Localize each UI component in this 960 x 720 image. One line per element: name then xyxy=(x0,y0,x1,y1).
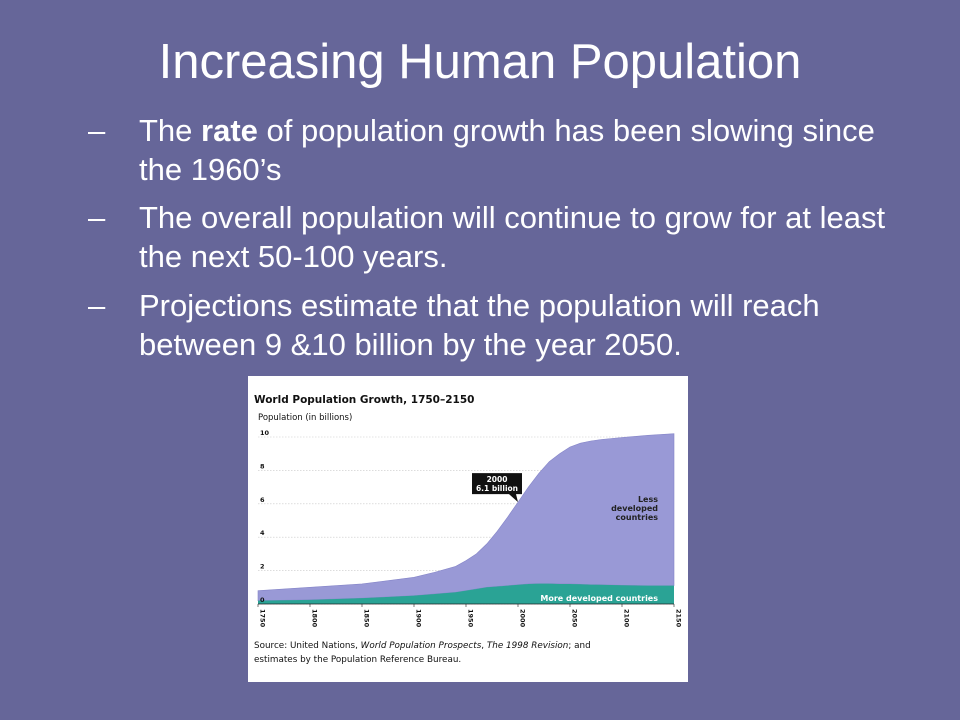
x-tick-2050: 2050 xyxy=(571,609,579,628)
bullet-dash: – xyxy=(88,113,106,148)
x-tick-1850: 1850 xyxy=(363,609,371,628)
population-chart: World Population Growth, 1750–2150 Popul… xyxy=(254,394,683,665)
y-tick-4: 4 xyxy=(260,529,265,537)
y-tick-0: 0 xyxy=(260,596,265,604)
area-series xyxy=(257,433,675,605)
x-tick-labels: 1750 1800 1850 1900 1950 2000 2050 2100 2150 xyxy=(257,604,683,628)
x-tick-2150: 2150 xyxy=(675,609,683,628)
bullet-dash: – xyxy=(88,288,106,323)
area-less-developed xyxy=(257,433,675,601)
bullet-text: The overall population will continue to … xyxy=(139,200,886,274)
source-line-2: estimates by the Population Reference Bu… xyxy=(254,655,461,665)
source-line-1: Source: United Nations, World Population… xyxy=(254,641,591,651)
slide-title: Increasing Human Population xyxy=(158,35,802,89)
population-chart-figure: World Population Growth, 1750–2150 Popul… xyxy=(248,376,688,682)
x-tick-1750: 1750 xyxy=(259,609,267,628)
annotation-2000: 2000 6.1 billion xyxy=(472,473,522,503)
label-less-developed: Less developed countries xyxy=(611,495,658,522)
area-more-developed xyxy=(258,583,674,604)
svg-text:countries: countries xyxy=(616,513,659,522)
emphasis-rate: rate xyxy=(201,113,258,148)
chart-title: World Population Growth, 1750–2150 xyxy=(254,394,474,406)
y-tick-10: 10 xyxy=(260,429,270,437)
annotation-value: 6.1 billion xyxy=(476,484,518,493)
x-tick-1900: 1900 xyxy=(415,609,423,628)
x-tick-2100: 2100 xyxy=(623,609,631,628)
y-tick-2: 2 xyxy=(260,563,265,571)
x-tick-1800: 1800 xyxy=(311,609,319,628)
annotation-year: 2000 xyxy=(487,475,508,484)
svg-text:developed: developed xyxy=(611,504,658,513)
bullet-text: Projections estimate that the population… xyxy=(139,288,820,362)
y-tick-6: 6 xyxy=(260,496,265,504)
y-tick-labels: 0 2 4 6 8 10 xyxy=(260,429,270,604)
y-axis-label: Population (in billions) xyxy=(258,413,352,423)
svg-text:Less: Less xyxy=(638,495,658,504)
x-tick-2000: 2000 xyxy=(519,609,527,628)
y-tick-8: 8 xyxy=(260,462,265,470)
x-tick-1950: 1950 xyxy=(467,609,475,628)
bullet-dash: – xyxy=(88,200,106,235)
annotation-callout xyxy=(472,473,522,503)
bullet-text: The rate of population growth has been s… xyxy=(139,113,875,187)
label-more-developed: More developed countries xyxy=(540,594,658,603)
